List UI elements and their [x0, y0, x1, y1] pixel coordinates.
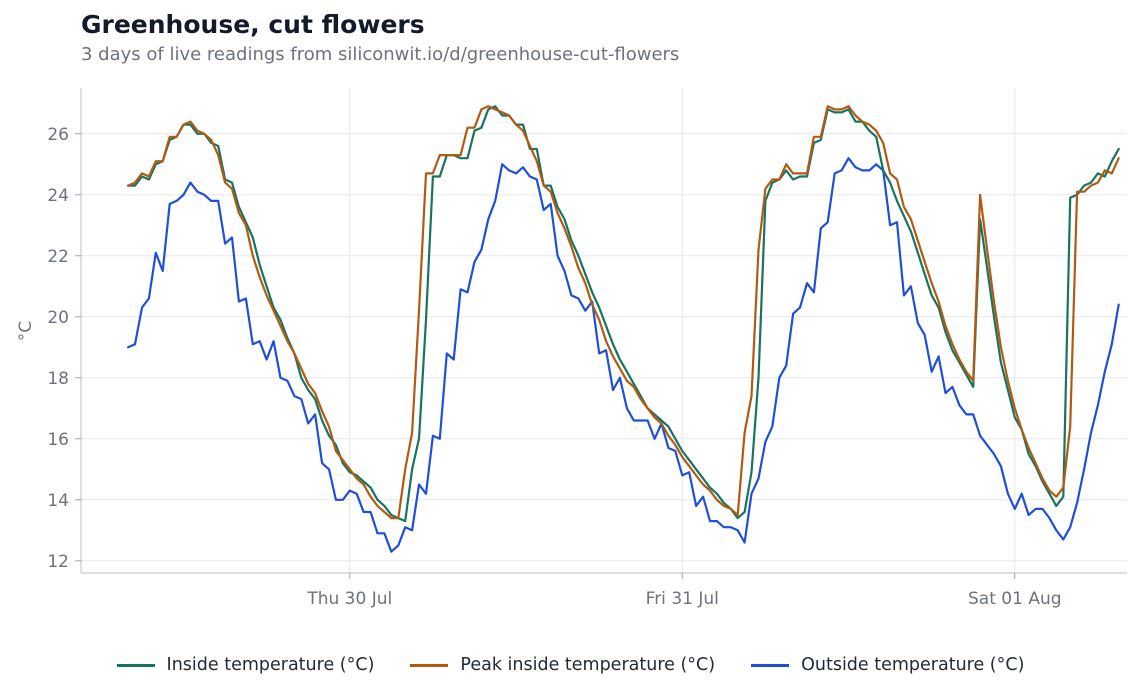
axes [80, 88, 1127, 574]
grid-lines [81, 88, 1127, 573]
legend-item: Outside temperature (°C) [751, 655, 1024, 675]
y-tick-label: 26 [47, 125, 69, 145]
legend-label: Inside temperature (°C) [166, 655, 375, 675]
legend-label: Outside temperature (°C) [801, 655, 1025, 675]
y-ticks: 12 14 16 18 20 22 24 26 [47, 125, 81, 572]
y-tick-label: 20 [47, 308, 69, 328]
legend-item: Inside temperature (°C) [116, 655, 375, 675]
y-tick-label: 24 [47, 186, 69, 206]
y-tick-label: 22 [47, 247, 69, 267]
x-tick-label: Fri 31 Jul [646, 589, 719, 609]
chart-title: Greenhouse, cut flowers [81, 10, 425, 39]
legend-label: Peak inside temperature (°C) [460, 655, 716, 675]
y-tick-label: 12 [47, 552, 69, 572]
series-line-2 [127, 157, 1120, 553]
y-tick-label: 14 [47, 491, 69, 511]
legend-item: Peak inside temperature (°C) [410, 655, 715, 675]
series-lines [127, 105, 1120, 553]
legend-swatch [410, 663, 449, 667]
x-tick-label: Thu 30 Jul [306, 589, 392, 609]
legend-swatch [751, 663, 790, 667]
y-axis-label: °C [16, 321, 36, 341]
x-tick-label: Sat 01 Aug [968, 589, 1062, 609]
y-tick-label: 18 [47, 369, 69, 389]
chart-subtitle: 3 days of live readings from siliconwit.… [81, 44, 680, 65]
series-line-1 [127, 105, 1120, 520]
x-ticks: Thu 30 Jul Fri 31 Jul Sat 01 Aug [306, 573, 1062, 609]
series-line-0 [127, 105, 1120, 523]
y-tick-label: 16 [47, 430, 69, 450]
legend: Inside temperature (°C) Peak inside tempe… [0, 655, 1141, 675]
legend-swatch [116, 663, 155, 667]
